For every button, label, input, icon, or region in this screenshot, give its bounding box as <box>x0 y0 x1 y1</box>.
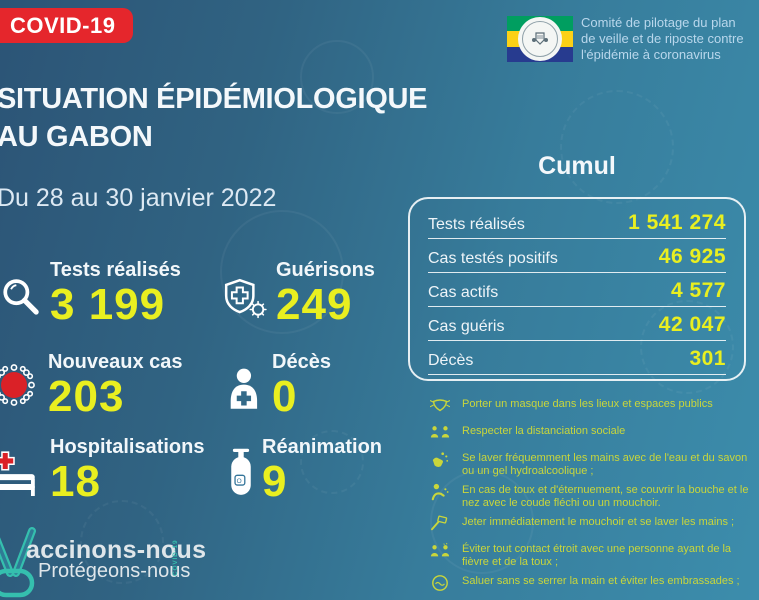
hospital-bed-icon <box>0 450 42 501</box>
row-value: 4 577 <box>670 279 726 302</box>
list-item: Porter un masque dans les lieux et espac… <box>429 397 752 418</box>
stat-value: 3 199 <box>50 280 166 329</box>
table-row: Cas testés positifs 46 925 <box>428 243 726 273</box>
row-label: Tests réalisés <box>428 216 525 233</box>
stat-value: 0 <box>272 372 298 421</box>
list-item: Respecter la distanciation sociale <box>430 425 752 445</box>
table-row: Cas guéris 42 047 <box>428 311 726 341</box>
mask-icon <box>429 397 451 418</box>
tip-text: En cas de toux et d'éternuement, se couv… <box>462 484 749 509</box>
avoid-contact-icon <box>430 542 450 563</box>
svg-text:O: O <box>237 478 242 485</box>
tip-text: Saluer sans se serrer la main et éviter … <box>462 575 740 587</box>
gabon-flag-icon <box>507 16 573 63</box>
wash-hands-icon <box>430 451 450 474</box>
page-title: SITUATION ÉPIDÉMIOLOGIQUE AU GABON <box>0 83 428 153</box>
social-distancing-icon <box>430 424 450 445</box>
shield-cross-virus-icon <box>222 277 268 324</box>
brand-line2: Protégeons-nous <box>38 560 191 582</box>
list-item: Saluer sans se serrer la main et éviter … <box>430 575 752 597</box>
list-item: Jeter immédiatement le mouchoir et se la… <box>430 515 752 536</box>
brand-covid-vertical-label: COVID-19 <box>172 539 179 576</box>
person-cross-icon <box>226 367 264 416</box>
list-item: Se laver fréquemment les mains avec de l… <box>430 452 752 477</box>
stat-label: Hospitalisations <box>50 436 205 458</box>
row-label: Cas actifs <box>428 284 499 301</box>
cumul-title: Cumul <box>538 152 616 180</box>
row-value: 42 047 <box>658 313 726 336</box>
cough-elbow-icon <box>430 483 450 506</box>
report-period: Du 28 au 30 janvier 2022 <box>0 184 277 212</box>
row-value: 1 541 274 <box>628 211 726 234</box>
list-item: En cas de toux et d'éternuement, se couv… <box>430 483 752 509</box>
v-hand-icon <box>0 527 50 600</box>
stat-label: Décès <box>272 351 331 373</box>
stat-guerisons: Guérisons 249 <box>222 258 375 328</box>
covid19-badge: COVID-19 <box>0 8 134 43</box>
gabon-seal-icon <box>518 17 562 61</box>
oxygen-tank-icon: O <box>228 446 254 501</box>
stat-label: Nouveaux cas <box>48 351 183 373</box>
stat-label: Réanimation <box>262 436 383 458</box>
tip-text: Porter un masque dans les lieux et espac… <box>462 398 713 410</box>
throw-tissue-icon <box>430 515 450 536</box>
stat-value: 9 <box>262 457 288 506</box>
row-label: Cas testés positifs <box>428 250 558 267</box>
stat-nouveaux-cas: Nouveaux cas 203 <box>0 350 183 420</box>
tip-text: Jeter immédiatement le mouchoir et se la… <box>462 516 735 528</box>
no-handshake-icon <box>430 574 450 597</box>
table-row: Décès 301 <box>428 345 726 375</box>
committee-name: Comité de pilotage du plan de veille et … <box>581 15 744 62</box>
stat-value: 18 <box>50 457 101 506</box>
row-value: 46 925 <box>658 245 726 268</box>
tip-text: Respecter la distanciation sociale <box>462 425 626 437</box>
stat-label: Tests réalisés <box>50 259 181 281</box>
list-item: Éviter tout contact étroit avec une pers… <box>430 542 752 568</box>
stat-hospitalisations: Hospitalisations 18 <box>0 435 204 505</box>
table-row: Cas actifs 4 577 <box>428 277 726 307</box>
magnifier-icon <box>0 277 42 324</box>
stat-label: Guérisons <box>276 259 375 281</box>
stat-value: 203 <box>48 372 125 421</box>
tip-text: Se laver fréquemment les mains avec de l… <box>462 452 748 477</box>
cumul-table: Tests réalisés 1 541 274 Cas testés posi… <box>408 197 746 381</box>
row-label: Cas guéris <box>428 318 505 335</box>
stat-reanimation: O Réanimation 9 <box>228 435 382 505</box>
prevention-tips-list: Porter un masque dans les lieux et espac… <box>429 397 752 600</box>
brand-line1: accinons-nous <box>26 536 207 564</box>
row-label: Décès <box>428 352 474 369</box>
stat-deces: Décès 0 <box>226 350 331 420</box>
committee-logo-block: Comité de pilotage du plan de veille et … <box>507 15 744 63</box>
stat-tests-realises: Tests réalisés 3 199 <box>0 258 181 328</box>
tip-text: Éviter tout contact étroit avec une pers… <box>462 543 732 568</box>
stat-value: 249 <box>276 280 353 329</box>
virus-icon <box>0 359 40 416</box>
row-value: 301 <box>689 347 726 370</box>
table-row: Tests réalisés 1 541 274 <box>428 209 726 239</box>
